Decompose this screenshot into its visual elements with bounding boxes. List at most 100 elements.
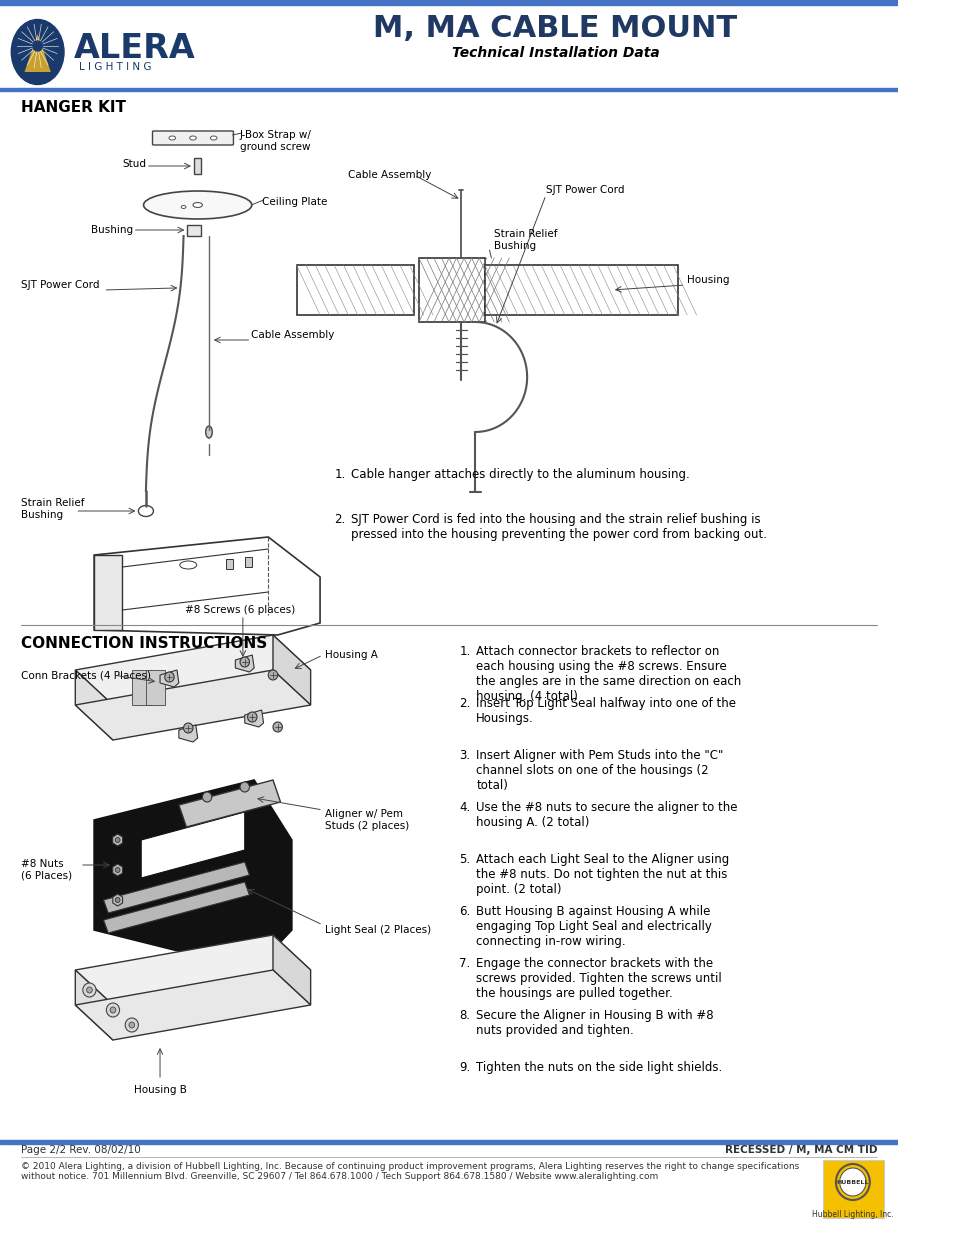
Ellipse shape [11, 20, 64, 84]
Text: Cable Assembly: Cable Assembly [251, 330, 335, 340]
Ellipse shape [211, 136, 216, 140]
Text: Strain Relief
Bushing: Strain Relief Bushing [494, 230, 558, 251]
Text: Hubbell Lighting, Inc.: Hubbell Lighting, Inc. [811, 1210, 893, 1219]
Bar [226, 559, 233, 569]
Polygon shape [104, 882, 249, 932]
Polygon shape [75, 635, 311, 705]
Polygon shape [112, 864, 122, 876]
Polygon shape [75, 671, 112, 740]
Polygon shape [245, 710, 263, 727]
Text: 5.: 5. [459, 853, 470, 866]
Text: L I G H T I N G: L I G H T I N G [79, 62, 152, 72]
Bar [0, 1140, 897, 1144]
Text: SJT Power Cord: SJT Power Cord [545, 185, 624, 195]
Bar [418, 258, 484, 322]
Bar [193, 158, 201, 174]
Text: Housing A: Housing A [324, 650, 377, 659]
Text: Strain Relief
Bushing: Strain Relief Bushing [21, 498, 84, 520]
Text: Use the #8 nuts to secure the aligner to the
housing A. (2 total): Use the #8 nuts to secure the aligner to… [476, 802, 737, 829]
Text: HANGER KIT: HANGER KIT [21, 100, 126, 115]
Polygon shape [94, 537, 319, 635]
Circle shape [110, 1007, 115, 1013]
Circle shape [202, 792, 212, 802]
Polygon shape [75, 969, 112, 1040]
Text: ALERA: ALERA [73, 32, 195, 65]
Bar [0, 88, 897, 91]
Circle shape [240, 657, 249, 667]
Text: 7.: 7. [459, 957, 470, 969]
Text: Aligner w/ Pem
Studs (2 places): Aligner w/ Pem Studs (2 places) [324, 809, 409, 831]
Text: Ceiling Plate: Ceiling Plate [261, 198, 327, 207]
Polygon shape [94, 781, 292, 969]
Ellipse shape [181, 205, 186, 209]
Text: Housing: Housing [686, 275, 729, 285]
Ellipse shape [143, 191, 252, 219]
Text: RECESSED / M, MA CM TID: RECESSED / M, MA CM TID [724, 1145, 877, 1155]
Polygon shape [25, 35, 51, 72]
Text: Insert Aligner with Pem Studs into the "C"
channel slots on one of the housings : Insert Aligner with Pem Studs into the "… [476, 748, 723, 792]
Circle shape [183, 722, 193, 734]
Text: Butt Housing B against Housing A while
engaging Top Light Seal and electrically
: Butt Housing B against Housing A while e… [476, 905, 712, 948]
Circle shape [87, 987, 92, 993]
Polygon shape [112, 894, 122, 906]
Circle shape [165, 672, 174, 682]
Text: Technical Installation Data: Technical Installation Data [451, 46, 659, 61]
Polygon shape [132, 671, 151, 705]
Circle shape [115, 867, 120, 872]
Bar [0, 0, 897, 5]
FancyBboxPatch shape [152, 131, 233, 144]
Text: Housing B: Housing B [133, 1086, 186, 1095]
Text: Bushing: Bushing [91, 225, 132, 235]
Text: 8.: 8. [459, 1009, 470, 1023]
Bar [94, 555, 122, 630]
Text: Conn Brackets (4 Places): Conn Brackets (4 Places) [21, 671, 151, 680]
Ellipse shape [138, 505, 153, 516]
Ellipse shape [193, 203, 202, 207]
Polygon shape [104, 862, 249, 913]
Polygon shape [273, 635, 311, 705]
Text: Page 2/2 Rev. 08/02/10: Page 2/2 Rev. 08/02/10 [21, 1145, 140, 1155]
Text: #8 Screws (6 places): #8 Screws (6 places) [185, 605, 294, 615]
Polygon shape [141, 811, 245, 878]
Circle shape [83, 983, 96, 997]
Circle shape [107, 1003, 119, 1016]
Text: #8 Nuts
(6 Places): #8 Nuts (6 Places) [21, 860, 71, 881]
Circle shape [115, 837, 120, 842]
Polygon shape [484, 266, 677, 315]
Circle shape [125, 1018, 138, 1032]
Text: Cable Assembly: Cable Assembly [348, 170, 431, 180]
Text: 3.: 3. [459, 748, 470, 762]
Text: J-Box Strap w/
ground screw: J-Box Strap w/ ground screw [240, 130, 312, 152]
Text: Light Seal (2 Places): Light Seal (2 Places) [324, 925, 431, 935]
Text: Tighten the nuts on the side light shields.: Tighten the nuts on the side light shiel… [476, 1061, 721, 1074]
Text: HUBBELL: HUBBELL [836, 1179, 868, 1184]
Text: 4.: 4. [459, 802, 470, 814]
Polygon shape [75, 671, 311, 740]
Text: Engage the connector brackets with the
screws provided. Tighten the screws until: Engage the connector brackets with the s… [476, 957, 721, 1000]
Text: Secure the Aligner in Housing B with #8
nuts provided and tighten.: Secure the Aligner in Housing B with #8 … [476, 1009, 713, 1037]
Bar [187, 225, 200, 236]
Circle shape [33, 41, 42, 51]
Polygon shape [296, 266, 414, 315]
Circle shape [129, 1023, 134, 1028]
Text: 9.: 9. [459, 1061, 470, 1074]
Circle shape [248, 713, 256, 722]
Polygon shape [146, 671, 165, 705]
Ellipse shape [190, 136, 196, 140]
Circle shape [839, 1168, 865, 1195]
Polygon shape [273, 935, 311, 1005]
Ellipse shape [179, 561, 196, 569]
Text: Attach connector brackets to reflector on
each housing using the #8 screws. Ensu: Attach connector brackets to reflector o… [476, 645, 740, 703]
Text: 1.: 1. [459, 645, 470, 658]
Ellipse shape [206, 426, 213, 438]
Text: CONNECTION INSTRUCTIONS: CONNECTION INSTRUCTIONS [21, 636, 267, 651]
Text: 2.: 2. [459, 697, 470, 710]
Text: SJT Power Cord is fed into the housing and the strain relief bushing is
pressed : SJT Power Cord is fed into the housing a… [351, 513, 766, 541]
Circle shape [115, 898, 120, 903]
Circle shape [835, 1165, 869, 1200]
Text: M, MA CABLE MOUNT: M, MA CABLE MOUNT [373, 14, 737, 43]
Ellipse shape [169, 136, 175, 140]
Text: 6.: 6. [459, 905, 470, 918]
Text: 1.: 1. [334, 468, 345, 480]
Text: Cable hanger attaches directly to the aluminum housing.: Cable hanger attaches directly to the al… [351, 468, 689, 480]
